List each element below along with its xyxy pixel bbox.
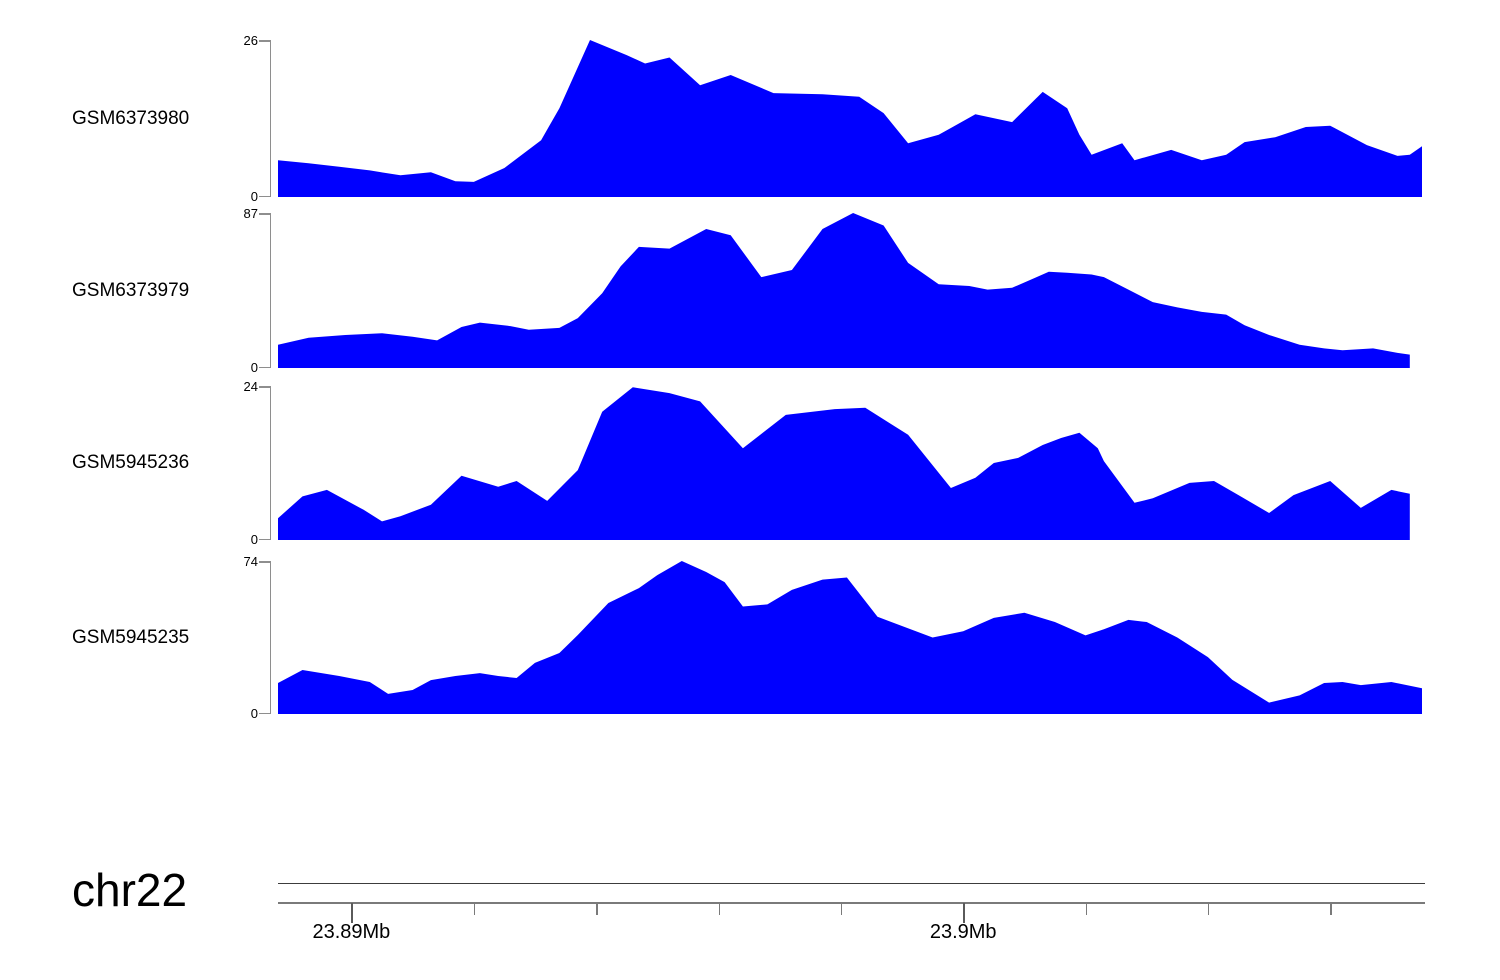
track-label: GSM5945236 (72, 452, 190, 473)
axis-tick (1330, 903, 1332, 915)
coverage-area (278, 387, 1410, 540)
axis-tick (1207, 903, 1210, 915)
y-axis-min-label: 0 (250, 189, 258, 204)
track-row-gsm5945236: GSM5945236 24 0 (0, 379, 1500, 547)
axis-tick (596, 903, 598, 915)
coverage-area (278, 40, 1422, 197)
axis-tick-label: 23.9Mb (929, 921, 997, 943)
y-axis-bracket (259, 561, 271, 714)
track-label: GSM5945235 (72, 626, 190, 648)
genome-axis-range-line (278, 883, 1425, 884)
y-axis-max-label: 26 (243, 33, 258, 48)
y-axis-min-label: 0 (250, 532, 258, 547)
y-axis-max-label: 24 (243, 379, 258, 394)
coverage-area (278, 561, 1422, 714)
axis-tick (473, 903, 476, 915)
track-label: GSM6373979 (72, 279, 190, 301)
axis-tick (963, 903, 965, 923)
axis-tick (840, 903, 843, 915)
genome-axis-scale-line (278, 902, 1425, 904)
y-axis-max-label: 74 (243, 554, 258, 569)
axis-tick-label: 23.89Mb (312, 921, 391, 943)
chromosome-label: chr22 (72, 864, 188, 916)
y-axis-bracket (259, 213, 271, 368)
y-axis-max-label: 87 (243, 206, 258, 221)
axis-tick (351, 903, 353, 923)
track-label: GSM6373980 (72, 107, 190, 129)
axis-tick (1085, 903, 1087, 915)
y-axis-bracket (259, 40, 271, 197)
y-axis-bracket (259, 386, 271, 540)
y-axis-min-label: 0 (250, 706, 258, 721)
coverage-area (278, 213, 1410, 368)
track-row-gsm6373980: GSM6373980 26 0 (0, 33, 1500, 204)
axis-tick (718, 903, 720, 915)
y-axis-min-label: 0 (250, 360, 258, 375)
track-row-gsm6373979: GSM6373979 87 0 (0, 206, 1500, 375)
track-row-gsm5945235: GSM5945235 74 0 (0, 554, 1500, 721)
